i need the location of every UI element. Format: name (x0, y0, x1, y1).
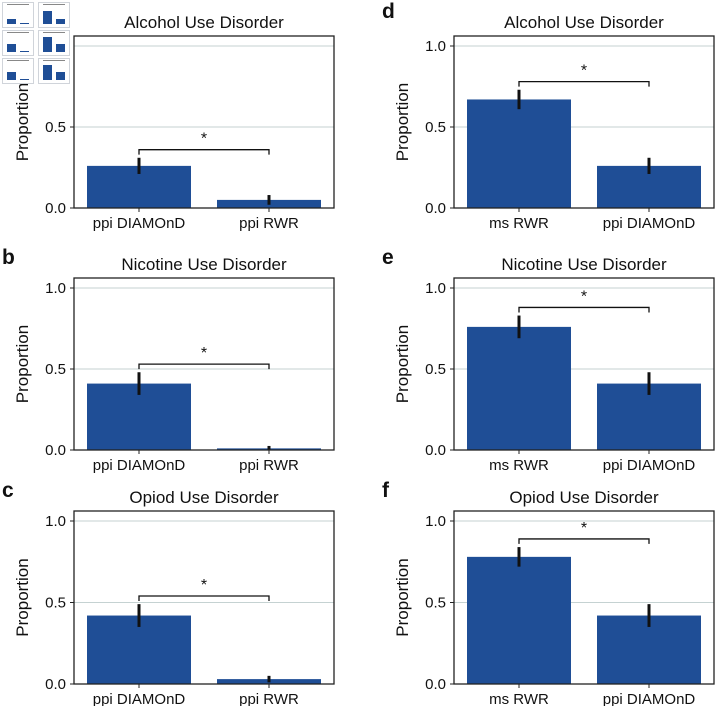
x-tick-label: ppi DIAMOnD (603, 215, 696, 232)
y-tick-label: 0.5 (425, 361, 446, 378)
plot-frame (73, 277, 335, 451)
x-tick-label: ms RWR (489, 457, 549, 474)
y-tick-label: 0.5 (45, 595, 66, 612)
chart-title: Nicotine Use Disorder (121, 255, 287, 274)
y-tick-label: 1.0 (45, 513, 66, 530)
y-tick-label: 0.5 (45, 119, 66, 136)
y-axis-label: Proportion (13, 83, 32, 161)
plot-frame (453, 510, 715, 685)
plot-frame (453, 35, 715, 209)
chart-title: Opiod Use Disorder (129, 488, 279, 507)
y-tick-label: 1.0 (425, 38, 446, 55)
significance-bracket (518, 306, 650, 313)
x-tick-label: ppi RWR (239, 691, 299, 706)
x-tick-label: ppi DIAMOnD (93, 457, 186, 474)
y-tick-label: 1.0 (45, 280, 66, 297)
y-axis-label: Proportion (393, 83, 412, 161)
panel-c: ppi DIAMOnD ppi RWR 0.0 0.5 1.0 Proportion Opi… (2, 479, 335, 706)
x-tick-label: ppi DIAMOnD (603, 457, 696, 474)
x-tick-label: ppi RWR (239, 457, 299, 474)
panel-label: b (2, 246, 15, 269)
significance-bracket (138, 149, 270, 155)
panel-label: f (382, 479, 390, 502)
significance-bracket (518, 538, 650, 544)
x-tick-label: ppi DIAMOnD (93, 215, 186, 232)
significance-star: * (581, 288, 587, 305)
significance-star: * (581, 63, 587, 80)
panel-d: ms RWR ppi DIAMOnD 0.0 0.5 1.0 Proportion Alco… (382, 0, 715, 232)
y-tick-label: 0.0 (45, 442, 66, 459)
y-tick-label: 0.5 (45, 361, 66, 378)
significance-bracket (518, 80, 650, 87)
y-axis-label: Proportion (13, 558, 32, 636)
y-tick-label: 1.0 (425, 513, 446, 530)
y-axis-label: Proportion (393, 325, 412, 403)
panel-label: d (382, 0, 395, 23)
significance-star: * (201, 345, 207, 362)
bar-ms-rwr (467, 99, 571, 208)
chart-title: Nicotine Use Disorder (501, 255, 667, 274)
panel-f: ms RWR ppi DIAMOnD 0.0 0.5 1.0 Proportion Opio… (382, 479, 715, 706)
y-axis-label: Proportion (393, 558, 412, 636)
y-tick-label: 0.0 (45, 200, 66, 217)
plot-frame (453, 277, 715, 451)
x-tick-label: ms RWR (489, 691, 549, 706)
significance-bracket (138, 363, 270, 370)
bar-ms-rwr (467, 556, 571, 684)
panel-b: ppi DIAMOnD ppi RWR 0.0 0.5 1.0 Proportion Nic… (2, 246, 335, 474)
plot-frame (73, 510, 335, 685)
y-tick-label: 0.0 (425, 442, 446, 459)
chart-title: Alcohol Use Disorder (504, 13, 664, 32)
x-tick-label: ms RWR (489, 215, 549, 232)
chart-title: Alcohol Use Disorder (124, 13, 284, 32)
y-tick-label: 0.0 (425, 676, 446, 693)
y-axis-label: Proportion (13, 325, 32, 403)
significance-bracket (138, 595, 270, 601)
x-tick-label: ppi RWR (239, 215, 299, 232)
plot-frame (73, 35, 335, 209)
significance-star: * (201, 131, 207, 148)
panel-label: c (2, 479, 14, 502)
y-tick-label: 0.0 (425, 200, 446, 217)
significance-star: * (581, 520, 587, 537)
panel-e: ms RWR ppi DIAMOnD 0.0 0.5 1.0 Proportion Nico… (382, 246, 715, 474)
x-tick-label: ppi DIAMOnD (603, 691, 696, 706)
y-tick-label: 0.5 (425, 595, 446, 612)
significance-star: * (201, 577, 207, 594)
y-tick-label: 0.0 (45, 676, 66, 693)
chart-title: Opiod Use Disorder (509, 488, 659, 507)
x-tick-label: ppi DIAMOnD (93, 691, 186, 706)
figure-thumbnail-icon (0, 0, 72, 84)
y-tick-label: 1.0 (425, 280, 446, 297)
y-tick-label: 0.5 (425, 119, 446, 136)
panel-label: e (382, 246, 394, 269)
bar-ms-rwr (467, 326, 571, 450)
